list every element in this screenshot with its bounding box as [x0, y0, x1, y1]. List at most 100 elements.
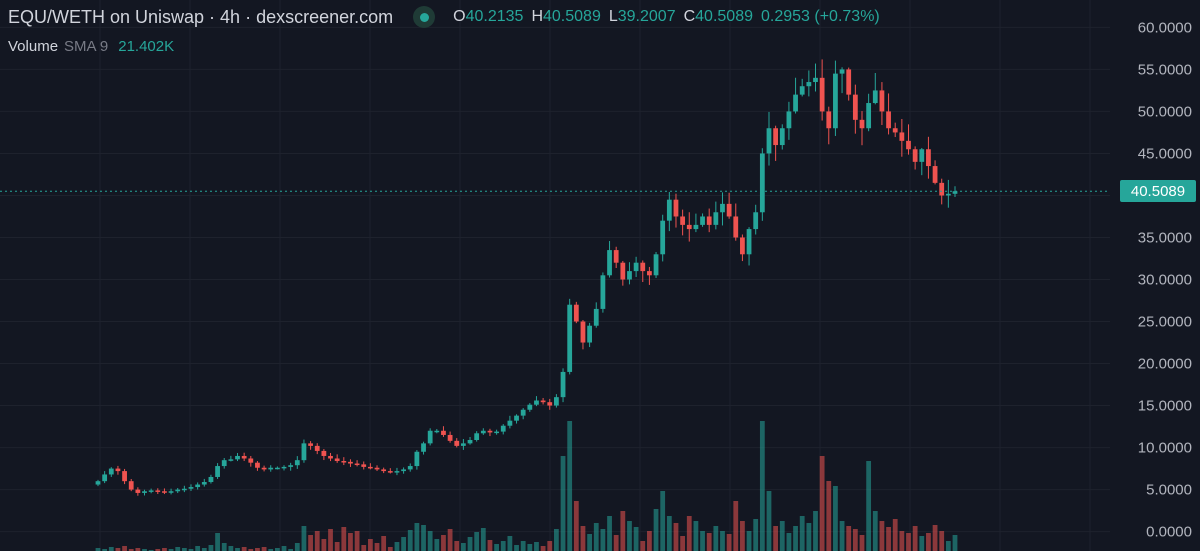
volume-bar: [261, 547, 267, 551]
candle: [321, 449, 327, 461]
candle: [726, 192, 732, 219]
volume-bar: [746, 531, 752, 551]
candle: [155, 488, 161, 495]
candle: [786, 101, 792, 140]
candle: [560, 368, 566, 403]
volume-bar: [647, 531, 652, 551]
volume-bar: [288, 549, 294, 551]
volume-label: Volume: [8, 38, 59, 55]
candle: [281, 465, 287, 471]
candle-body: [175, 489, 181, 492]
volume-bar: [361, 545, 367, 551]
candle-body: [640, 262, 646, 272]
volume-bar: [547, 541, 553, 551]
candle: [686, 212, 692, 242]
candle-body: [773, 128, 779, 146]
volume-bar: [480, 528, 486, 551]
price-axis[interactable]: 0.0000 5.0000 10.0000 15.0000 20.0000 25.0000…: [1138, 19, 1192, 540]
candle: [208, 474, 214, 484]
candle: [487, 428, 493, 437]
candle: [294, 456, 300, 469]
volume-bar: [108, 547, 114, 551]
candle: [607, 241, 612, 278]
volume-bar: [168, 549, 174, 551]
volume-bar: [221, 543, 227, 551]
candle: [912, 146, 918, 170]
candle: [547, 398, 553, 410]
candle-body: [460, 443, 466, 446]
volume-bar: [733, 501, 739, 551]
volume-bar: [122, 546, 127, 551]
y-tick-label: 0.0000: [1146, 524, 1192, 541]
candle-body: [527, 404, 533, 410]
candle: [872, 72, 878, 105]
candle-body: [168, 491, 174, 493]
volume-bar: [95, 548, 101, 551]
candle: [627, 262, 632, 285]
volume-bar: [627, 521, 632, 551]
y-tick-label: 5.0000: [1146, 482, 1192, 499]
volume-bar: [494, 544, 499, 551]
candle: [268, 465, 274, 472]
candle: [367, 463, 373, 470]
volume-bar: [686, 516, 692, 551]
candle-body: [155, 490, 161, 492]
volume-bar: [680, 536, 686, 551]
volume-bar: [587, 534, 593, 551]
candle-body: [102, 474, 108, 482]
candle: [945, 179, 951, 208]
candle-body: [593, 308, 599, 326]
candle: [527, 403, 533, 412]
volume-bar: [341, 527, 347, 551]
candle: [647, 266, 652, 285]
candle-body: [686, 224, 692, 230]
volume-bar: [155, 549, 161, 551]
candle: [886, 93, 891, 135]
candle-body: [162, 491, 167, 493]
candle: [168, 488, 174, 495]
candle-body: [268, 467, 274, 470]
candle-body: [753, 212, 759, 230]
candle: [334, 454, 340, 463]
candle-body: [288, 465, 294, 467]
volume-bar: [401, 537, 406, 551]
live-status-icon: [413, 6, 436, 28]
candle: [613, 246, 619, 269]
candle: [600, 272, 606, 313]
candle-body: [115, 468, 121, 472]
candle-body: [480, 430, 486, 434]
candle-body: [500, 425, 506, 432]
volume-bar: [441, 535, 446, 551]
candle: [706, 208, 712, 233]
candle-body: [394, 471, 400, 473]
y-tick-label: 35.0000: [1138, 229, 1192, 246]
candle: [833, 60, 838, 136]
candle-body: [328, 455, 333, 459]
volume-bar: [607, 516, 612, 551]
candle-body: [188, 487, 194, 489]
candle-body: [786, 111, 792, 129]
volume-bar: [255, 548, 260, 551]
candle-body: [666, 199, 672, 221]
candle: [806, 70, 812, 97]
volume-bar: [753, 519, 759, 551]
candle: [554, 394, 559, 408]
candle-body: [261, 467, 267, 470]
candle: [653, 251, 659, 279]
volume-bar: [128, 549, 134, 551]
candle: [255, 461, 260, 471]
y-tick-label: 50.0000: [1138, 103, 1192, 120]
candle-body: [859, 119, 865, 129]
volume-bar: [421, 525, 426, 551]
candle-body: [826, 111, 832, 129]
candle-body: [819, 77, 825, 112]
candle-body: [899, 132, 905, 141]
volume-bar: [381, 536, 387, 551]
candle: [567, 298, 573, 375]
volume-bar: [813, 511, 818, 551]
volume-bar: [195, 546, 201, 551]
candle-body: [487, 430, 493, 433]
volume-bar: [142, 549, 147, 551]
candle: [148, 488, 154, 494]
